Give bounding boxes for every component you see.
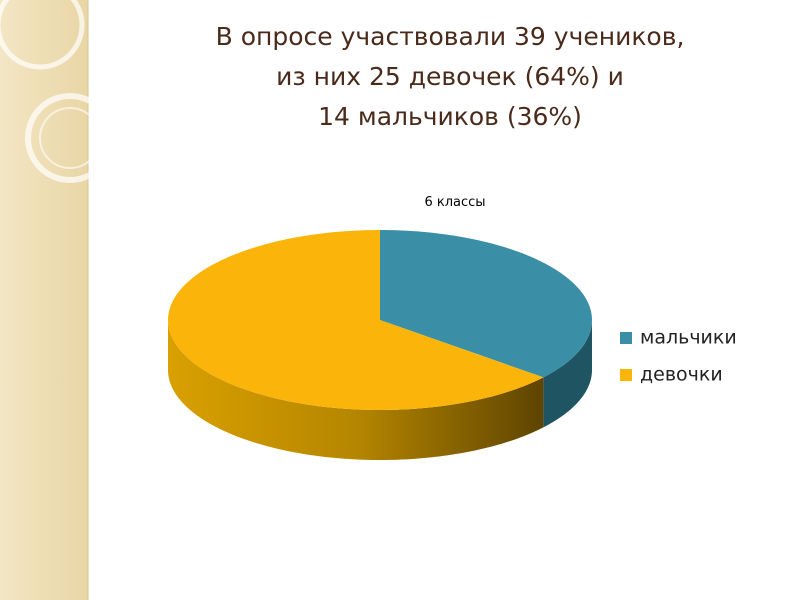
legend-label: девочки	[640, 364, 723, 386]
pie	[168, 230, 592, 460]
pie-side	[168, 320, 544, 460]
pie-slice	[168, 230, 544, 410]
title-line: из них 25 девочек (64%) и	[276, 62, 624, 91]
decor-circle	[25, 93, 115, 183]
decor-circle	[0, 0, 85, 70]
decor-circle	[39, 107, 101, 169]
title-line: 14 мальчиков (36%)	[318, 102, 582, 131]
legend: мальчики девочки	[620, 327, 737, 386]
decor	[0, 0, 115, 600]
title-line: В опросе участвовали 39 учеников,	[216, 22, 685, 51]
pie-side	[543, 320, 592, 428]
legend-swatch	[620, 369, 632, 381]
chart-title: 6 классы	[424, 195, 485, 210]
side-strip	[0, 0, 88, 600]
legend-label: мальчики	[640, 327, 737, 349]
pie-slice	[380, 230, 592, 378]
legend-swatch	[620, 332, 632, 344]
